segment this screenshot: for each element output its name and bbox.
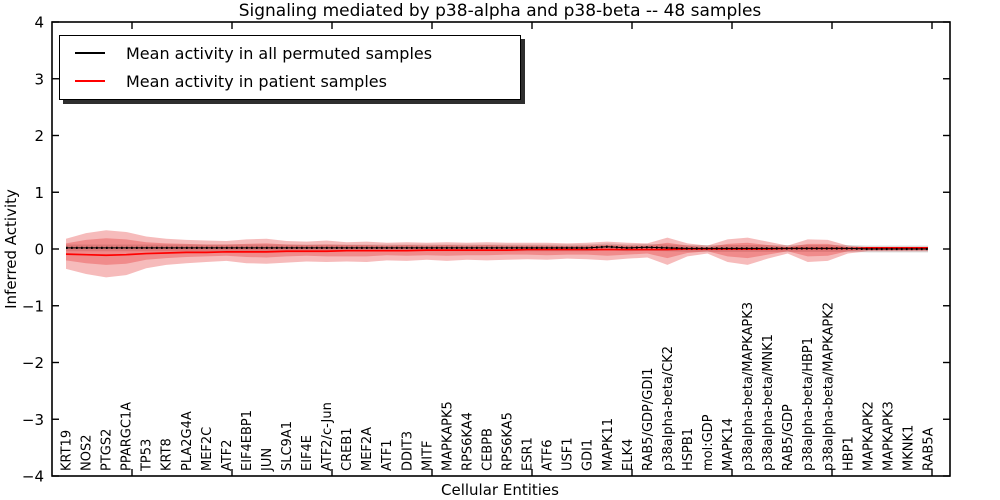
y-tick-labels: −4 −3 −2 −1 0 1 2 3 4 — [22, 14, 44, 486]
y-tick-label: 0 — [34, 241, 44, 259]
x-tick-label: RPS6KA4 — [460, 412, 475, 471]
x-tick-label: GDI1 — [581, 439, 596, 471]
legend-item-patient: Mean activity in patient samples — [60, 67, 520, 95]
x-tick-label: MEF2A — [360, 427, 375, 471]
y-axis-title: Inferred Activity — [2, 189, 20, 309]
x-tick-label: ATF1 — [380, 439, 395, 471]
y-tick-label: −2 — [22, 354, 44, 372]
x-tick-label: p38alpha-beta/HBP1 — [801, 337, 816, 471]
x-tick-label: ESR1 — [521, 437, 536, 471]
x-tick-label: p38alpha-beta/MAPKAPK2 — [821, 302, 836, 471]
legend-line-sample-permuted-icon — [75, 52, 105, 54]
chart-title: Signaling mediated by p38-alpha and p38-… — [238, 1, 762, 21]
x-tick-label: SLC9A1 — [280, 421, 295, 471]
x-tick-label: MITF — [420, 441, 435, 471]
x-tick-label: MAPKAPK2 — [861, 401, 876, 471]
y-tick-label: 4 — [34, 14, 44, 32]
x-tick-label: MAPKAPK5 — [440, 401, 455, 471]
x-tick-label: MKNK1 — [901, 425, 916, 471]
y-tick-label: 3 — [34, 70, 44, 88]
patient-band-inner — [66, 238, 928, 265]
x-tick-label: TP53 — [140, 439, 155, 472]
x-tick-label: RAB5/GDP/GDI1 — [641, 368, 656, 471]
x-tick-label: KRT19 — [60, 430, 75, 471]
legend-line-sample-patient-icon — [75, 80, 105, 82]
x-tick-label: MAPKAPK3 — [881, 401, 896, 471]
axis-ticks — [52, 21, 950, 477]
y-tick-label: 1 — [34, 184, 44, 202]
legend: Mean activity in all permuted samples Me… — [59, 35, 521, 100]
legend-item-permuted: Mean activity in all permuted samples — [60, 39, 520, 67]
x-tick-label: DDIT3 — [400, 431, 415, 471]
x-tick-label: p38alpha-beta/MAPKAPK3 — [741, 302, 756, 471]
x-tick-label: RAB5/GDP — [781, 404, 796, 471]
y-tick-label: −3 — [22, 411, 44, 429]
x-tick-label: PTGS2 — [100, 429, 115, 471]
legend-label-permuted: Mean activity in all permuted samples — [126, 43, 433, 63]
x-tick-label: MAPK14 — [721, 418, 736, 471]
x-tick-label: p38alpha-beta/MNK1 — [761, 334, 776, 471]
x-tick-label: RAB5A — [922, 427, 937, 471]
x-tick-label: ELK4 — [621, 439, 636, 471]
x-tick-label: EIF4E — [300, 435, 315, 471]
x-tick-label: ATF2 — [220, 439, 235, 471]
y-tick-label: −4 — [22, 468, 44, 486]
x-axis-title: Cellular Entities — [441, 481, 559, 499]
x-tick-label: RPS6KA5 — [501, 412, 516, 471]
permuted-mean-markers — [66, 245, 928, 251]
x-tick-label: PLA2G4A — [180, 411, 195, 471]
x-tick-label: USF1 — [561, 437, 576, 471]
x-tick-label: p38alpha-beta/CK2 — [661, 346, 676, 471]
x-tick-label: HSPB1 — [681, 428, 696, 471]
x-tick-label: mol:GDP — [701, 414, 716, 471]
x-tick-label: ATF2/c-Jun — [320, 402, 335, 471]
x-tick-labels: KRT19 NOS2 PTGS2 PPARGC1A TP53 KRT8 PLA2G4A MEF… — [60, 302, 937, 472]
patient-band-outer — [66, 230, 928, 278]
x-tick-label: HBP1 — [841, 436, 856, 471]
y-tick-label: 2 — [34, 127, 44, 145]
x-tick-label: KRT8 — [160, 438, 175, 471]
x-tick-label: NOS2 — [80, 435, 95, 471]
y-tick-label: −1 — [22, 297, 44, 315]
x-tick-label: JUN — [260, 448, 275, 472]
legend-label-patient: Mean activity in patient samples — [126, 71, 387, 91]
x-tick-label: MAPK11 — [601, 418, 616, 471]
x-tick-label: EIF4EBP1 — [240, 410, 255, 471]
x-tick-label: MEF2C — [200, 427, 215, 471]
x-tick-label: CEBPB — [480, 428, 495, 471]
x-tick-label: CREB1 — [340, 427, 355, 471]
x-tick-label: PPARGC1A — [120, 402, 135, 471]
x-tick-label: ATF6 — [541, 439, 556, 471]
